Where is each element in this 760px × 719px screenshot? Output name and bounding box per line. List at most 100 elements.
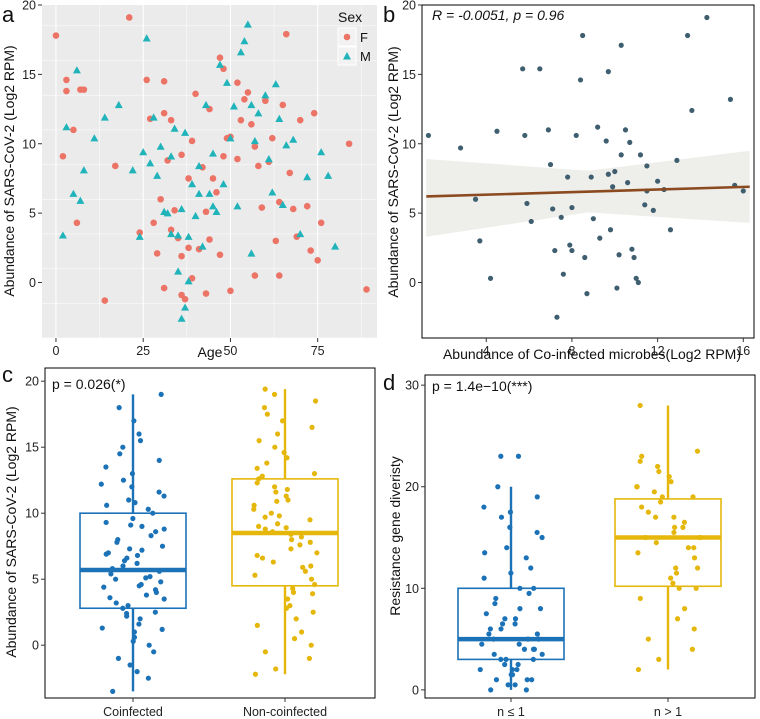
point-sample <box>425 132 432 139</box>
panel-c-point <box>288 531 294 537</box>
panel-c-point <box>161 596 167 602</box>
panel-d-point <box>694 448 701 454</box>
panel-c-point <box>101 584 107 590</box>
panel-c-ytick-label: 15 <box>25 441 39 455</box>
panel-c-box <box>79 512 187 610</box>
point-male <box>229 102 238 110</box>
point-male <box>188 179 197 188</box>
panel-c-point <box>306 655 312 662</box>
panel-d-point <box>509 666 515 673</box>
panel-d-point <box>670 580 676 586</box>
panel-c-point <box>151 649 157 655</box>
panel-c-point <box>284 455 290 461</box>
panel-c-point <box>252 671 259 677</box>
panel-d-point <box>672 524 678 530</box>
panel-d-point <box>534 494 540 500</box>
panel-d-point <box>521 646 528 652</box>
point-female <box>289 205 297 213</box>
point-sample <box>522 132 528 139</box>
panel-d-point <box>525 636 531 642</box>
point-female <box>153 250 161 257</box>
point-sample <box>610 184 616 190</box>
panel-c-point <box>268 510 274 516</box>
panel-c-point <box>145 506 151 512</box>
panel-d-ytick-label: 10 <box>405 582 419 596</box>
panel-c-point <box>281 449 287 456</box>
panel-d-point <box>493 595 499 602</box>
panel-c-point <box>139 547 145 553</box>
panel-c-point <box>152 587 159 593</box>
point-female <box>143 76 150 84</box>
panel-c-point <box>129 484 135 490</box>
panel-c-point <box>145 675 151 681</box>
panel-d-point <box>530 656 536 663</box>
panel-c-point <box>120 563 126 569</box>
panel-c-point <box>103 551 109 557</box>
panel-a-background <box>42 5 377 338</box>
point-sample <box>487 275 494 281</box>
panel-d-point <box>673 570 680 576</box>
point-female <box>234 79 241 86</box>
point-sample <box>524 200 530 207</box>
point-sample <box>740 188 746 194</box>
point-female <box>227 287 234 295</box>
panel-a-xtick-label: 25 <box>136 344 150 358</box>
panel-c-point <box>291 636 298 642</box>
point-male <box>72 66 81 74</box>
panel-c-point <box>273 666 279 672</box>
panel-c-point <box>117 451 123 457</box>
point-female <box>275 198 283 206</box>
point-female <box>237 116 245 124</box>
panel-c-point <box>120 444 126 450</box>
panel-a-xtick-label: 0 <box>52 344 59 358</box>
point-female <box>251 272 259 279</box>
point-male <box>198 242 207 250</box>
panel-d-point <box>642 534 649 541</box>
panel-c-point <box>158 391 164 397</box>
point-female <box>286 169 294 177</box>
panel-c-point <box>283 525 289 531</box>
panel-c-point <box>134 552 141 559</box>
panel-c-point <box>261 405 268 411</box>
panel-c-point <box>132 500 138 506</box>
panel-d-point <box>694 565 701 571</box>
point-male <box>114 100 123 109</box>
point-male <box>170 124 179 132</box>
panel-c-point <box>116 405 122 411</box>
panel-c-point <box>113 576 119 582</box>
panel-b-ytick-label: 5 <box>409 207 416 221</box>
panel-c-point <box>131 629 137 635</box>
panel-d-point <box>534 529 540 536</box>
point-sample <box>603 138 609 144</box>
point-sample <box>477 238 483 244</box>
panel-d-point <box>498 626 504 632</box>
panel-d-point <box>656 656 662 663</box>
panel-c-point <box>147 573 153 580</box>
point-female <box>52 32 60 39</box>
point-female <box>269 134 276 142</box>
point-female <box>188 137 196 145</box>
point-male <box>303 173 312 181</box>
panel-d-ylabel: Resistance gene diveristy <box>387 456 403 616</box>
panel-a-ytick-label: 10 <box>22 137 36 151</box>
point-male <box>264 155 273 163</box>
panel-d-point <box>528 565 534 571</box>
point-female <box>206 236 213 243</box>
panel-c-point <box>311 581 318 588</box>
point-sample <box>558 214 564 220</box>
legend-title: Sex <box>338 9 362 25</box>
point-sample <box>457 145 464 151</box>
point-sample <box>605 171 611 177</box>
point-male <box>191 211 200 220</box>
panel-b-correlation-scatter: 0 5 10 15 20 4 8 12 16 R = -0.0051, p = 0.96 Abu… <box>385 0 755 362</box>
panel-d-point <box>656 468 662 475</box>
panel-d-point <box>498 514 505 520</box>
panel-d-point <box>639 504 645 510</box>
point-male <box>222 78 231 86</box>
panel-d-point <box>512 682 518 688</box>
point-male <box>247 100 256 109</box>
panel-c-point <box>298 629 305 635</box>
panel-c-ticks: 0 5 10 15 20 Coinfected Non-coinfected <box>25 375 327 719</box>
panel-d-point <box>486 631 492 637</box>
panel-a-legend: Sex F M <box>337 9 371 66</box>
